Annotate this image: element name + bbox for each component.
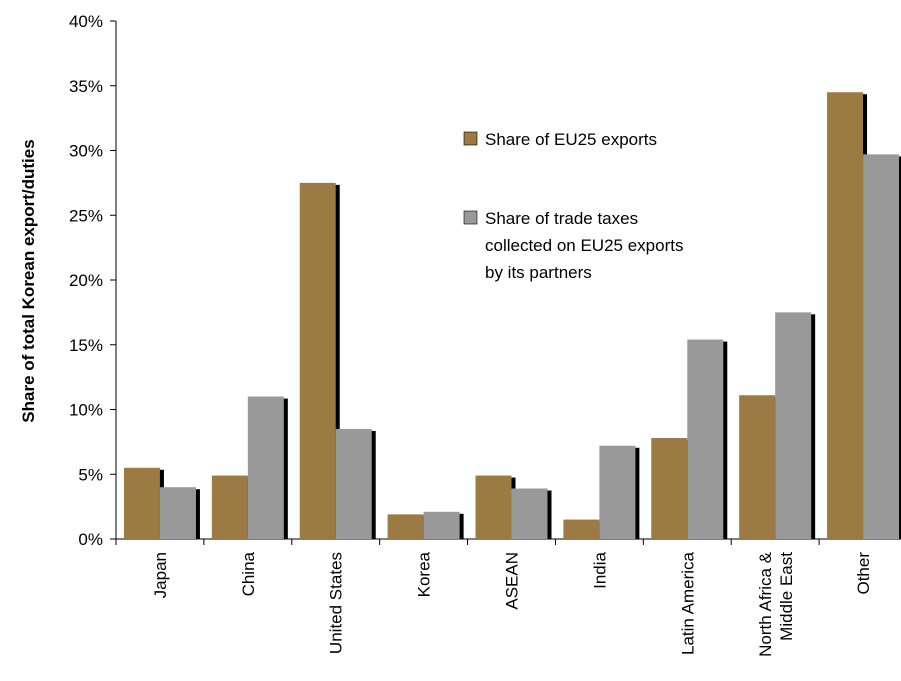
- x-category-label: ASEAN: [503, 552, 522, 610]
- y-tick-label: 0%: [78, 530, 103, 549]
- y-tick-label: 35%: [69, 77, 103, 96]
- x-category-label: China: [239, 551, 258, 596]
- bar: [687, 339, 724, 539]
- legend-label: by its partners: [485, 263, 592, 282]
- x-category-label-line: China: [239, 551, 258, 596]
- legend: Share of EU25 exports Share of trade taxe…: [463, 130, 683, 282]
- x-category-label-line: Japan: [151, 552, 170, 598]
- y-axis-label-group: Share of total Korean export/duties: [19, 139, 38, 422]
- bar: [387, 514, 424, 539]
- x-category-label: Korea: [415, 551, 434, 597]
- x-category-label: United States: [327, 552, 346, 654]
- y-axis-label: Share of total Korean export/duties: [19, 139, 38, 422]
- y-tick-label: 10%: [69, 401, 103, 420]
- x-category-label-line: Middle East: [777, 552, 796, 641]
- y-tick-label: 40%: [69, 12, 103, 31]
- bar: [775, 312, 812, 539]
- x-category-label-line: Other: [854, 552, 873, 595]
- bar: [511, 488, 548, 539]
- bar: [423, 511, 460, 539]
- y-tick-label: 15%: [69, 336, 103, 355]
- x-category-label-line: North Africa &: [756, 551, 775, 657]
- x-category-label-line: ASEAN: [503, 552, 522, 610]
- bar: [211, 475, 248, 539]
- y-tick-label: 5%: [78, 465, 103, 484]
- bar: [739, 395, 776, 539]
- x-category-label: North Africa & Middle East: [756, 551, 796, 657]
- y-tick-label: 30%: [69, 142, 103, 161]
- legend-label: Share of trade taxes: [485, 209, 638, 228]
- x-category-label-line: India: [590, 551, 609, 588]
- legend-label: collected on EU25 exports: [485, 236, 683, 255]
- legend-swatch: [463, 131, 478, 146]
- x-category-label: Other: [854, 552, 873, 595]
- bar: [863, 154, 900, 539]
- bar: [651, 437, 688, 539]
- legend-label: Share of EU25 exports: [485, 130, 657, 149]
- legend-swatch: [463, 210, 478, 225]
- x-category-label: Latin America: [678, 551, 697, 655]
- bar: [827, 92, 864, 539]
- y-tick-label: 25%: [69, 206, 103, 225]
- x-category-label-line: United States: [327, 552, 346, 654]
- x-category-label: Japan: [151, 552, 170, 598]
- bar: [123, 467, 160, 539]
- bar: [475, 475, 512, 539]
- bar: [159, 487, 196, 539]
- y-tick-label: 20%: [69, 271, 103, 290]
- x-category-label: India: [590, 551, 609, 588]
- bar: [247, 396, 284, 539]
- bar: [299, 182, 336, 539]
- x-category-label-line: Latin America: [678, 551, 697, 655]
- bar: [335, 428, 372, 539]
- x-category-label-line: Korea: [415, 551, 434, 597]
- bar: [599, 445, 636, 539]
- bar: [563, 519, 600, 539]
- plot-area: 0% 5% 10% 15% 20% 25% 30% 35% 40% Japan China Unite…: [69, 12, 901, 657]
